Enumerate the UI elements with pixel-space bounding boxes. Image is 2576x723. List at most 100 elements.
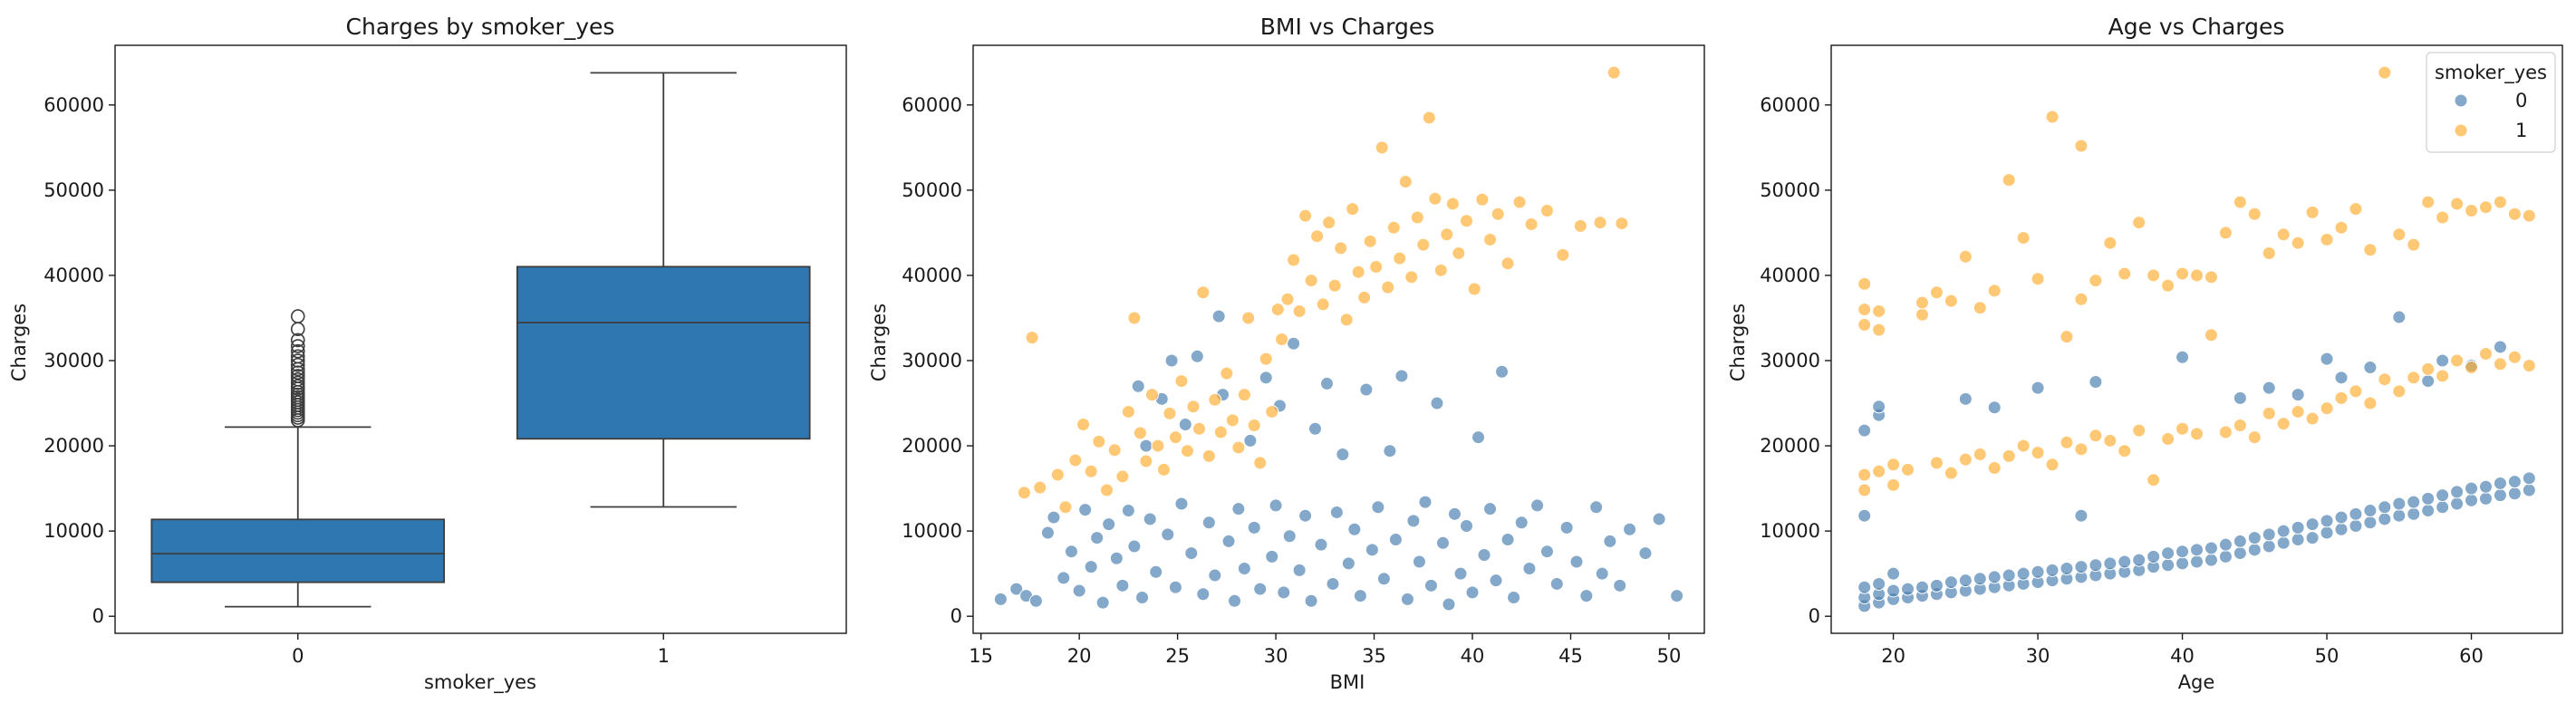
x-axis-label-box: smoker_yes [424, 671, 536, 694]
bmi-point-smoker-0 [1231, 502, 1246, 516]
age-point-smoker-1 [2118, 266, 2132, 281]
bmi-point-smoker-1 [1398, 174, 1413, 188]
bmi-point-smoker-0 [1430, 396, 1444, 410]
box-outlier-point [290, 365, 305, 380]
age-y-tick-label: 50000 [1760, 179, 1820, 201]
bmi-point-smoker-0 [1447, 506, 1462, 521]
bmi-point-smoker-0 [1353, 589, 1367, 603]
age-point-smoker-1 [2436, 369, 2450, 383]
bmi-point-smoker-0 [1282, 529, 1297, 544]
age-point-smoker-1 [2089, 274, 2103, 288]
bmi-point-smoker-1 [1033, 480, 1047, 495]
bmi-point-smoker-0 [1359, 382, 1374, 397]
bmi-point-smoker-1 [1241, 311, 1256, 325]
bmi-x-tick-label: 35 [1362, 645, 1386, 667]
box-outlier-point [290, 375, 305, 390]
bmi-point-smoker-1 [1174, 374, 1189, 389]
bmi-x-tick-label: 40 [1461, 645, 1485, 667]
box-plot-panel: Charges by smoker_yes smoker_yes Charges… [8, 14, 847, 694]
age-point-smoker-0 [2204, 553, 2218, 567]
age-point-smoker-1 [2161, 278, 2176, 293]
age-point-smoker-1 [1915, 295, 1929, 310]
age-point-smoker-1 [2507, 350, 2522, 364]
bmi-point-smoker-0 [1064, 545, 1078, 559]
age-point-smoker-1 [2074, 442, 2089, 457]
age-point-smoker-0 [2147, 549, 2161, 564]
bmi-point-smoker-1 [1275, 333, 1289, 346]
bmi-point-smoker-0 [1595, 566, 1609, 581]
bmi-point-smoker-0 [1028, 593, 1043, 608]
bmi-point-smoker-1 [1115, 469, 1130, 484]
bmi-point-smoker-1 [1428, 191, 1442, 206]
bmi-x-tick-label: 20 [1067, 645, 1092, 667]
bmi-y-tick-label: 50000 [902, 179, 962, 201]
bmi-point-smoker-0 [1277, 585, 1291, 600]
box-outlier-point [290, 357, 305, 372]
bmi-point-smoker-0 [1208, 568, 1222, 583]
bmi-point-smoker-0 [1579, 589, 1594, 603]
age-scatter-panel: Age vs Charges Age Charges 0 10000 20000 30… [1727, 14, 2563, 693]
age-point-smoker-0 [2233, 546, 2247, 561]
age-point-smoker-1 [2016, 231, 2031, 246]
age-point-smoker-0 [1987, 570, 2002, 584]
age-point-smoker-1 [2450, 197, 2465, 211]
bmi-point-smoker-1 [1156, 462, 1171, 477]
age-y-tick-label: 40000 [1760, 265, 1820, 286]
bmi-point-smoker-1 [1606, 65, 1621, 80]
x-axis-label-bmi: BMI [1330, 671, 1365, 693]
age-point-smoker-1 [2002, 448, 2016, 463]
age-point-smoker-0 [2031, 564, 2045, 579]
bmi-point-smoker-1 [1208, 392, 1222, 407]
bmi-point-smoker-0 [1243, 433, 1258, 448]
age-point-smoker-1 [1872, 464, 1886, 478]
bmi-point-smoker-1 [1180, 444, 1194, 458]
bmi-point-smoker-0 [1530, 498, 1545, 513]
box-outlier-point [290, 369, 305, 383]
age-x-tick-label: 20 [1881, 645, 1905, 667]
bmi-point-smoker-1 [1327, 278, 1342, 293]
bmi-point-smoker-0 [1056, 571, 1071, 585]
bmi-point-smoker-0 [1009, 582, 1024, 596]
age-point-smoker-1 [2103, 433, 2118, 448]
bmi-point-smoker-1 [1452, 246, 1466, 261]
bmi-point-smoker-0 [1495, 364, 1510, 379]
age-point-smoker-1 [2507, 207, 2522, 221]
bmi-point-smoker-0 [1329, 505, 1344, 519]
box-y-tick-label: 20000 [43, 435, 104, 457]
age-point-smoker-1 [2060, 435, 2074, 449]
bmi-y-tick-label: 0 [950, 605, 962, 627]
bmi-point-smoker-0 [1465, 585, 1480, 600]
age-point-smoker-0 [2378, 500, 2392, 515]
bmi-point-smoker-0 [1418, 495, 1433, 509]
bmi-point-smoker-1 [1259, 352, 1273, 366]
bmi-point-smoker-1 [1422, 111, 1436, 125]
age-point-smoker-1 [2407, 371, 2421, 385]
age-point-smoker-1 [2204, 270, 2218, 284]
bmi-point-smoker-0 [1131, 379, 1145, 393]
bmi-x-tick-label: 15 [969, 645, 993, 667]
age-point-smoker-0 [2320, 525, 2334, 540]
bmi-point-smoker-0 [1090, 531, 1105, 545]
age-point-smoker-1 [2247, 207, 2262, 221]
age-point-smoker-1 [2132, 423, 2147, 438]
age-point-smoker-1 [2363, 243, 2378, 257]
age-point-smoker-1 [2378, 65, 2392, 80]
age-point-smoker-0 [2493, 488, 2507, 503]
bmi-point-smoker-0 [1460, 518, 1474, 533]
age-point-smoker-1 [2176, 266, 2190, 281]
bmi-point-smoker-1 [1310, 229, 1325, 244]
box-outlier-point [290, 333, 305, 348]
age-point-smoker-0 [2363, 361, 2378, 375]
bmi-point-smoker-1 [1050, 468, 1065, 482]
age-point-smoker-1 [1944, 294, 1958, 308]
bmi-point-smoker-1 [1127, 311, 1142, 325]
bmi-point-smoker-0 [1211, 309, 1226, 323]
bmi-point-smoker-1 [1416, 237, 1431, 252]
bmi-point-smoker-0 [1228, 593, 1242, 608]
age-point-smoker-0 [2421, 374, 2436, 389]
bmi-point-smoker-1 [1393, 251, 1407, 265]
bmi-point-smoker-0 [1453, 566, 1468, 581]
bmi-point-smoker-0 [1412, 554, 1426, 569]
bmi-point-smoker-0 [1265, 549, 1279, 564]
